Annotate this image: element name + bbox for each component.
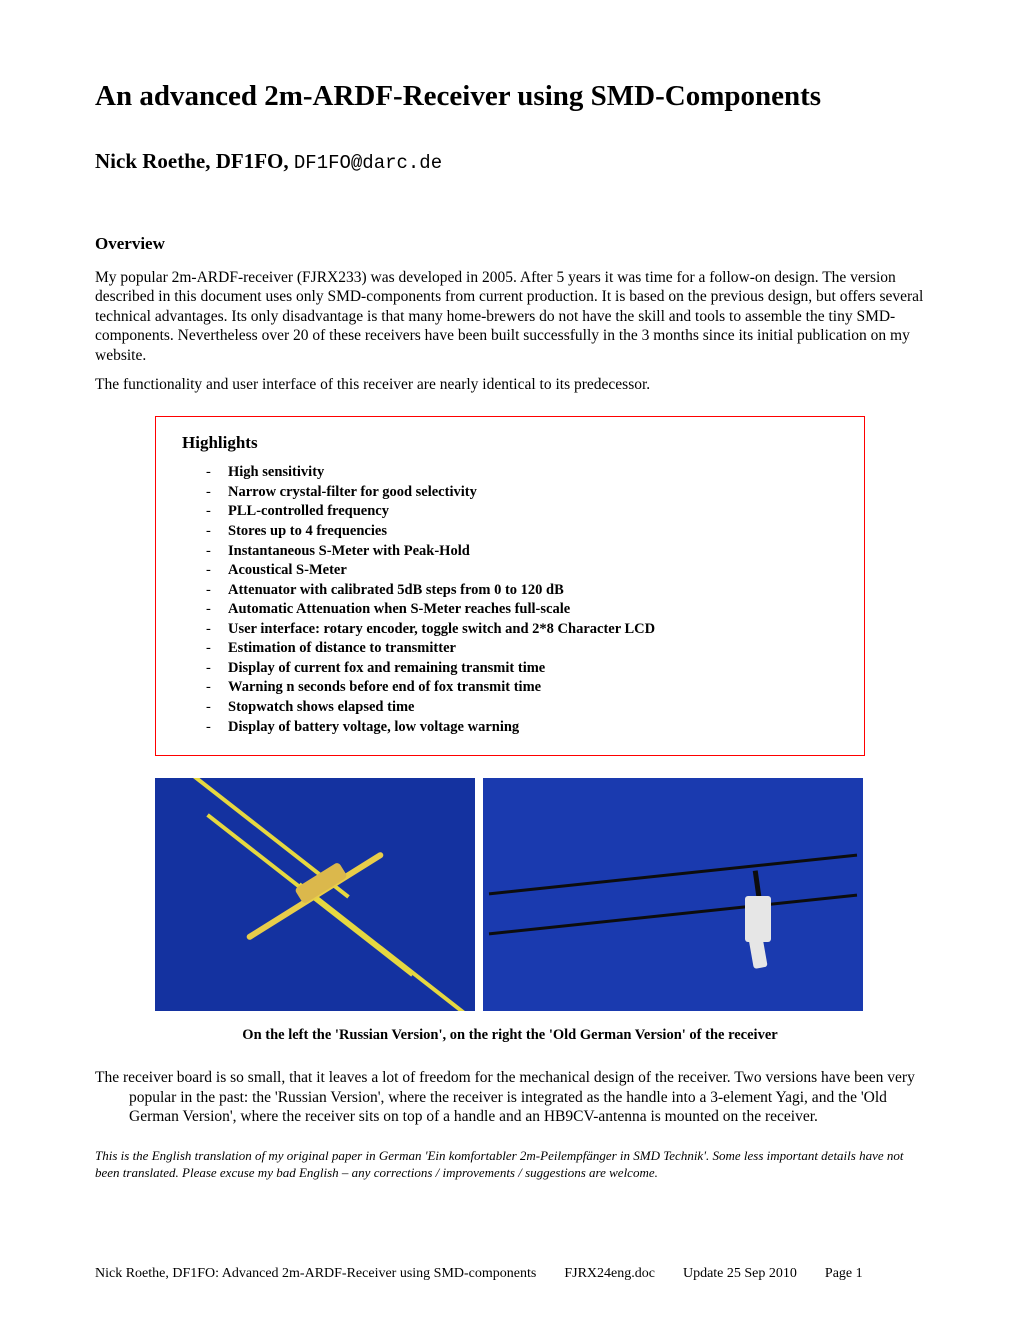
highlight-item: PLL-controlled frequency xyxy=(206,502,838,522)
translation-note: This is the English translation of my or… xyxy=(95,1148,925,1181)
document-title: An advanced 2m-ARDF-Receiver using SMD-C… xyxy=(95,80,925,113)
footer-page: Page 1 xyxy=(825,1266,863,1282)
images-row xyxy=(155,778,865,1011)
highlight-item: Estimation of distance to transmitter xyxy=(206,639,838,659)
footer-docname: FJRX24eng.doc xyxy=(564,1266,655,1282)
author-email: DF1FO@darc.de xyxy=(294,152,442,174)
overview-para-2: The functionality and user interface of … xyxy=(95,375,925,394)
page: An advanced 2m-ARDF-Receiver using SMD-C… xyxy=(0,0,1020,1320)
highlight-item: Acoustical S-Meter xyxy=(206,561,838,581)
highlight-item: Display of current fox and remaining tra… xyxy=(206,659,838,679)
highlight-item: Stores up to 4 frequencies xyxy=(206,522,838,542)
highlights-box: Highlights High sensitivity Narrow cryst… xyxy=(155,416,865,756)
footer: Nick Roethe, DF1FO: Advanced 2m-ARDF-Rec… xyxy=(95,1266,925,1282)
highlight-item: User interface: rotary encoder, toggle s… xyxy=(206,620,838,640)
highlight-item: Narrow crystal-filter for good selectivi… xyxy=(206,483,838,503)
author-name: Nick Roethe, DF1FO, xyxy=(95,149,294,173)
footer-update: Update 25 Sep 2010 xyxy=(683,1266,797,1282)
highlights-list: High sensitivity Narrow crystal-filter f… xyxy=(182,463,838,737)
image-old-german-version xyxy=(483,778,863,1011)
footer-author: Nick Roethe, DF1FO: Advanced 2m-ARDF-Rec… xyxy=(95,1266,536,1282)
author-line: Nick Roethe, DF1FO, DF1FO@darc.de xyxy=(95,149,925,174)
overview-para-1: My popular 2m-ARDF-receiver (FJRX233) wa… xyxy=(95,268,925,365)
highlight-item: Stopwatch shows elapsed time xyxy=(206,698,838,718)
overview-heading: Overview xyxy=(95,234,925,254)
receiver-paragraph: The receiver board is so small, that it … xyxy=(129,1068,925,1126)
image-russian-version xyxy=(155,778,475,1011)
image-caption: On the left the 'Russian Version', on th… xyxy=(95,1027,925,1044)
highlights-title: Highlights xyxy=(182,433,838,453)
highlight-item: Instantaneous S-Meter with Peak-Hold xyxy=(206,542,838,562)
highlight-item: High sensitivity xyxy=(206,463,838,483)
highlight-item: Automatic Attenuation when S-Meter reach… xyxy=(206,600,838,620)
highlight-item: Attenuator with calibrated 5dB steps fro… xyxy=(206,581,838,601)
highlight-item: Warning n seconds before end of fox tran… xyxy=(206,678,838,698)
highlight-item: Display of battery voltage, low voltage … xyxy=(206,718,838,738)
